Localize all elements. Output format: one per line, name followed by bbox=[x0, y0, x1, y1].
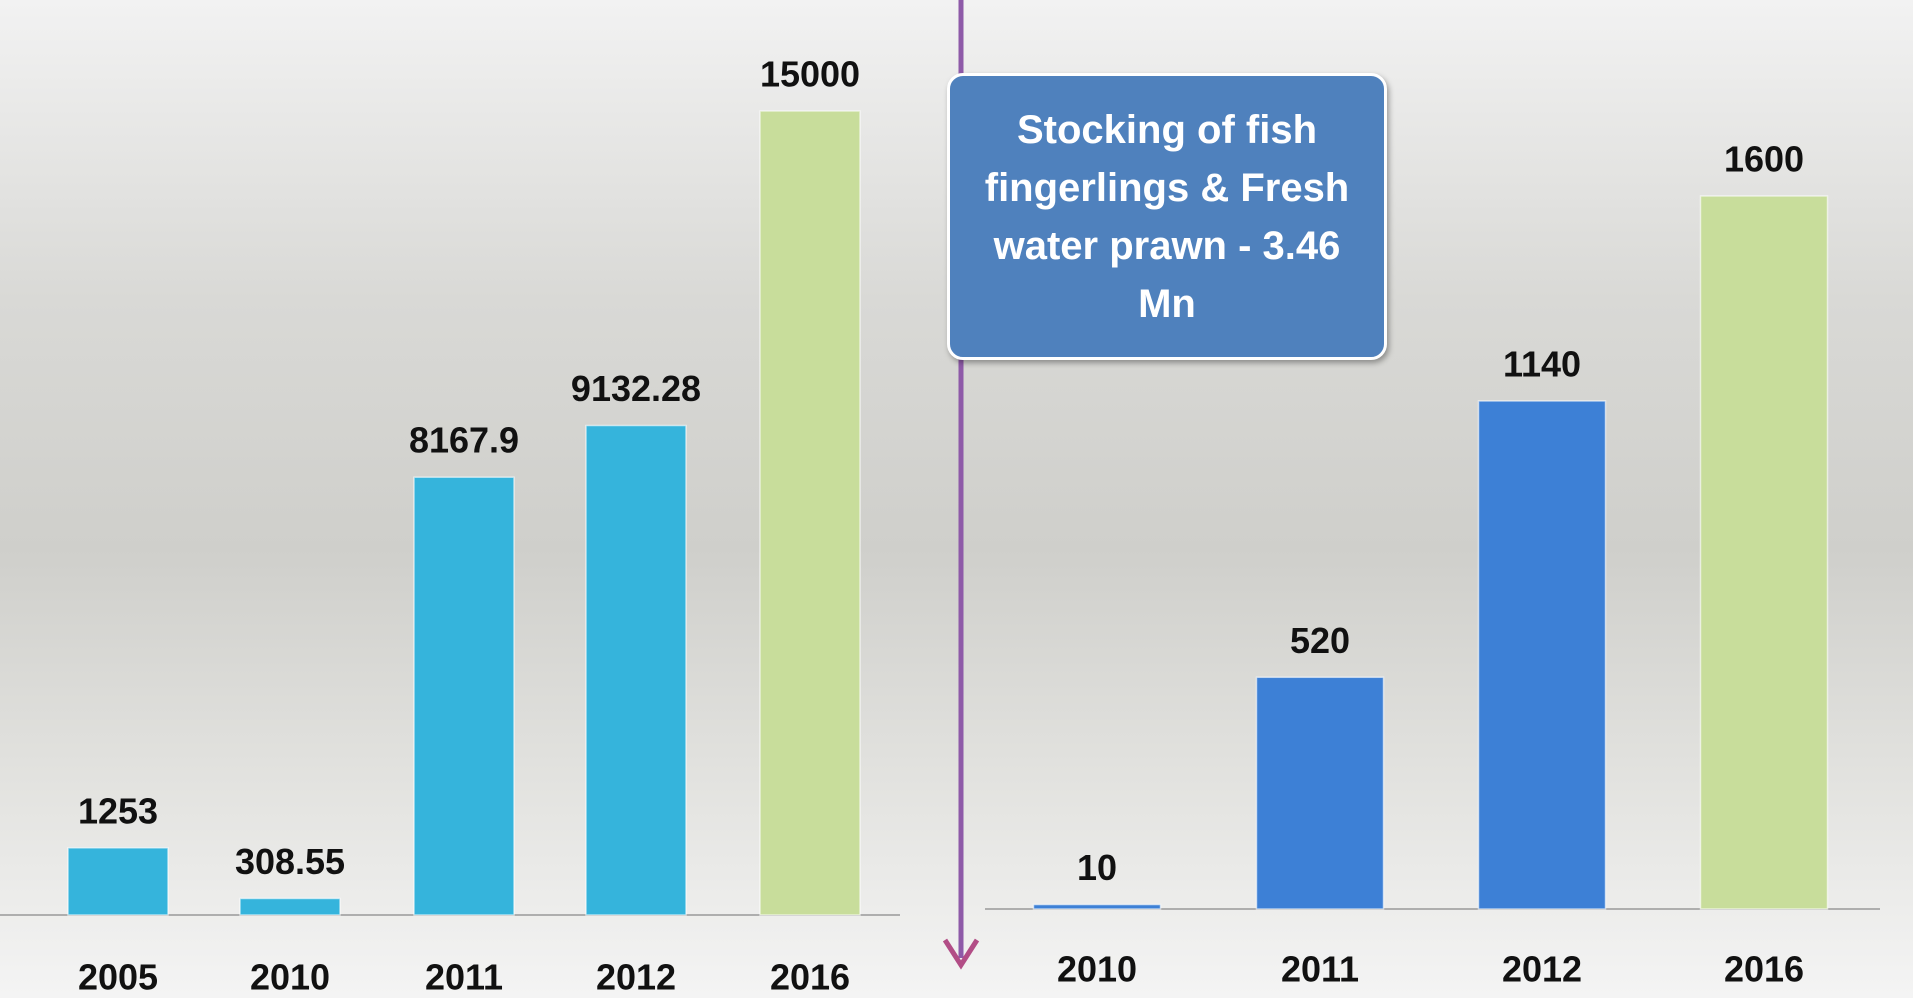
data-label: 1600 bbox=[1724, 139, 1804, 180]
data-label: 520 bbox=[1290, 620, 1350, 661]
data-label: 1253 bbox=[78, 790, 158, 831]
bar bbox=[1032, 903, 1162, 910]
bar bbox=[239, 897, 341, 916]
data-label: 10 bbox=[1077, 847, 1117, 888]
x-tick-label: 2016 bbox=[770, 957, 850, 998]
x-tick-label: 2010 bbox=[1057, 949, 1137, 990]
x-tick-label: 2005 bbox=[78, 957, 158, 998]
divider-arrow bbox=[942, 938, 980, 970]
x-tick-label: 2011 bbox=[425, 957, 503, 998]
data-label: 8167.9 bbox=[409, 420, 519, 461]
bar bbox=[759, 110, 861, 916]
bar bbox=[1255, 676, 1385, 910]
data-label: 15000 bbox=[760, 54, 860, 95]
x-tick-label: 2012 bbox=[1502, 949, 1582, 990]
data-label: 1140 bbox=[1503, 344, 1581, 385]
bar bbox=[1477, 400, 1607, 910]
bar bbox=[413, 476, 515, 916]
x-tick-label: 2012 bbox=[596, 957, 676, 998]
x-tick-label: 2010 bbox=[250, 957, 330, 998]
data-label: 308.55 bbox=[235, 841, 345, 882]
bar bbox=[585, 424, 687, 916]
x-tick-label: 2016 bbox=[1724, 949, 1804, 990]
x-tick-label: 2011 bbox=[1281, 949, 1359, 990]
bar bbox=[67, 847, 169, 916]
data-label: 9132.28 bbox=[571, 368, 701, 409]
annotation-box: Stocking of fish fingerlings & Fresh wat… bbox=[947, 73, 1387, 360]
bar bbox=[1699, 195, 1829, 910]
